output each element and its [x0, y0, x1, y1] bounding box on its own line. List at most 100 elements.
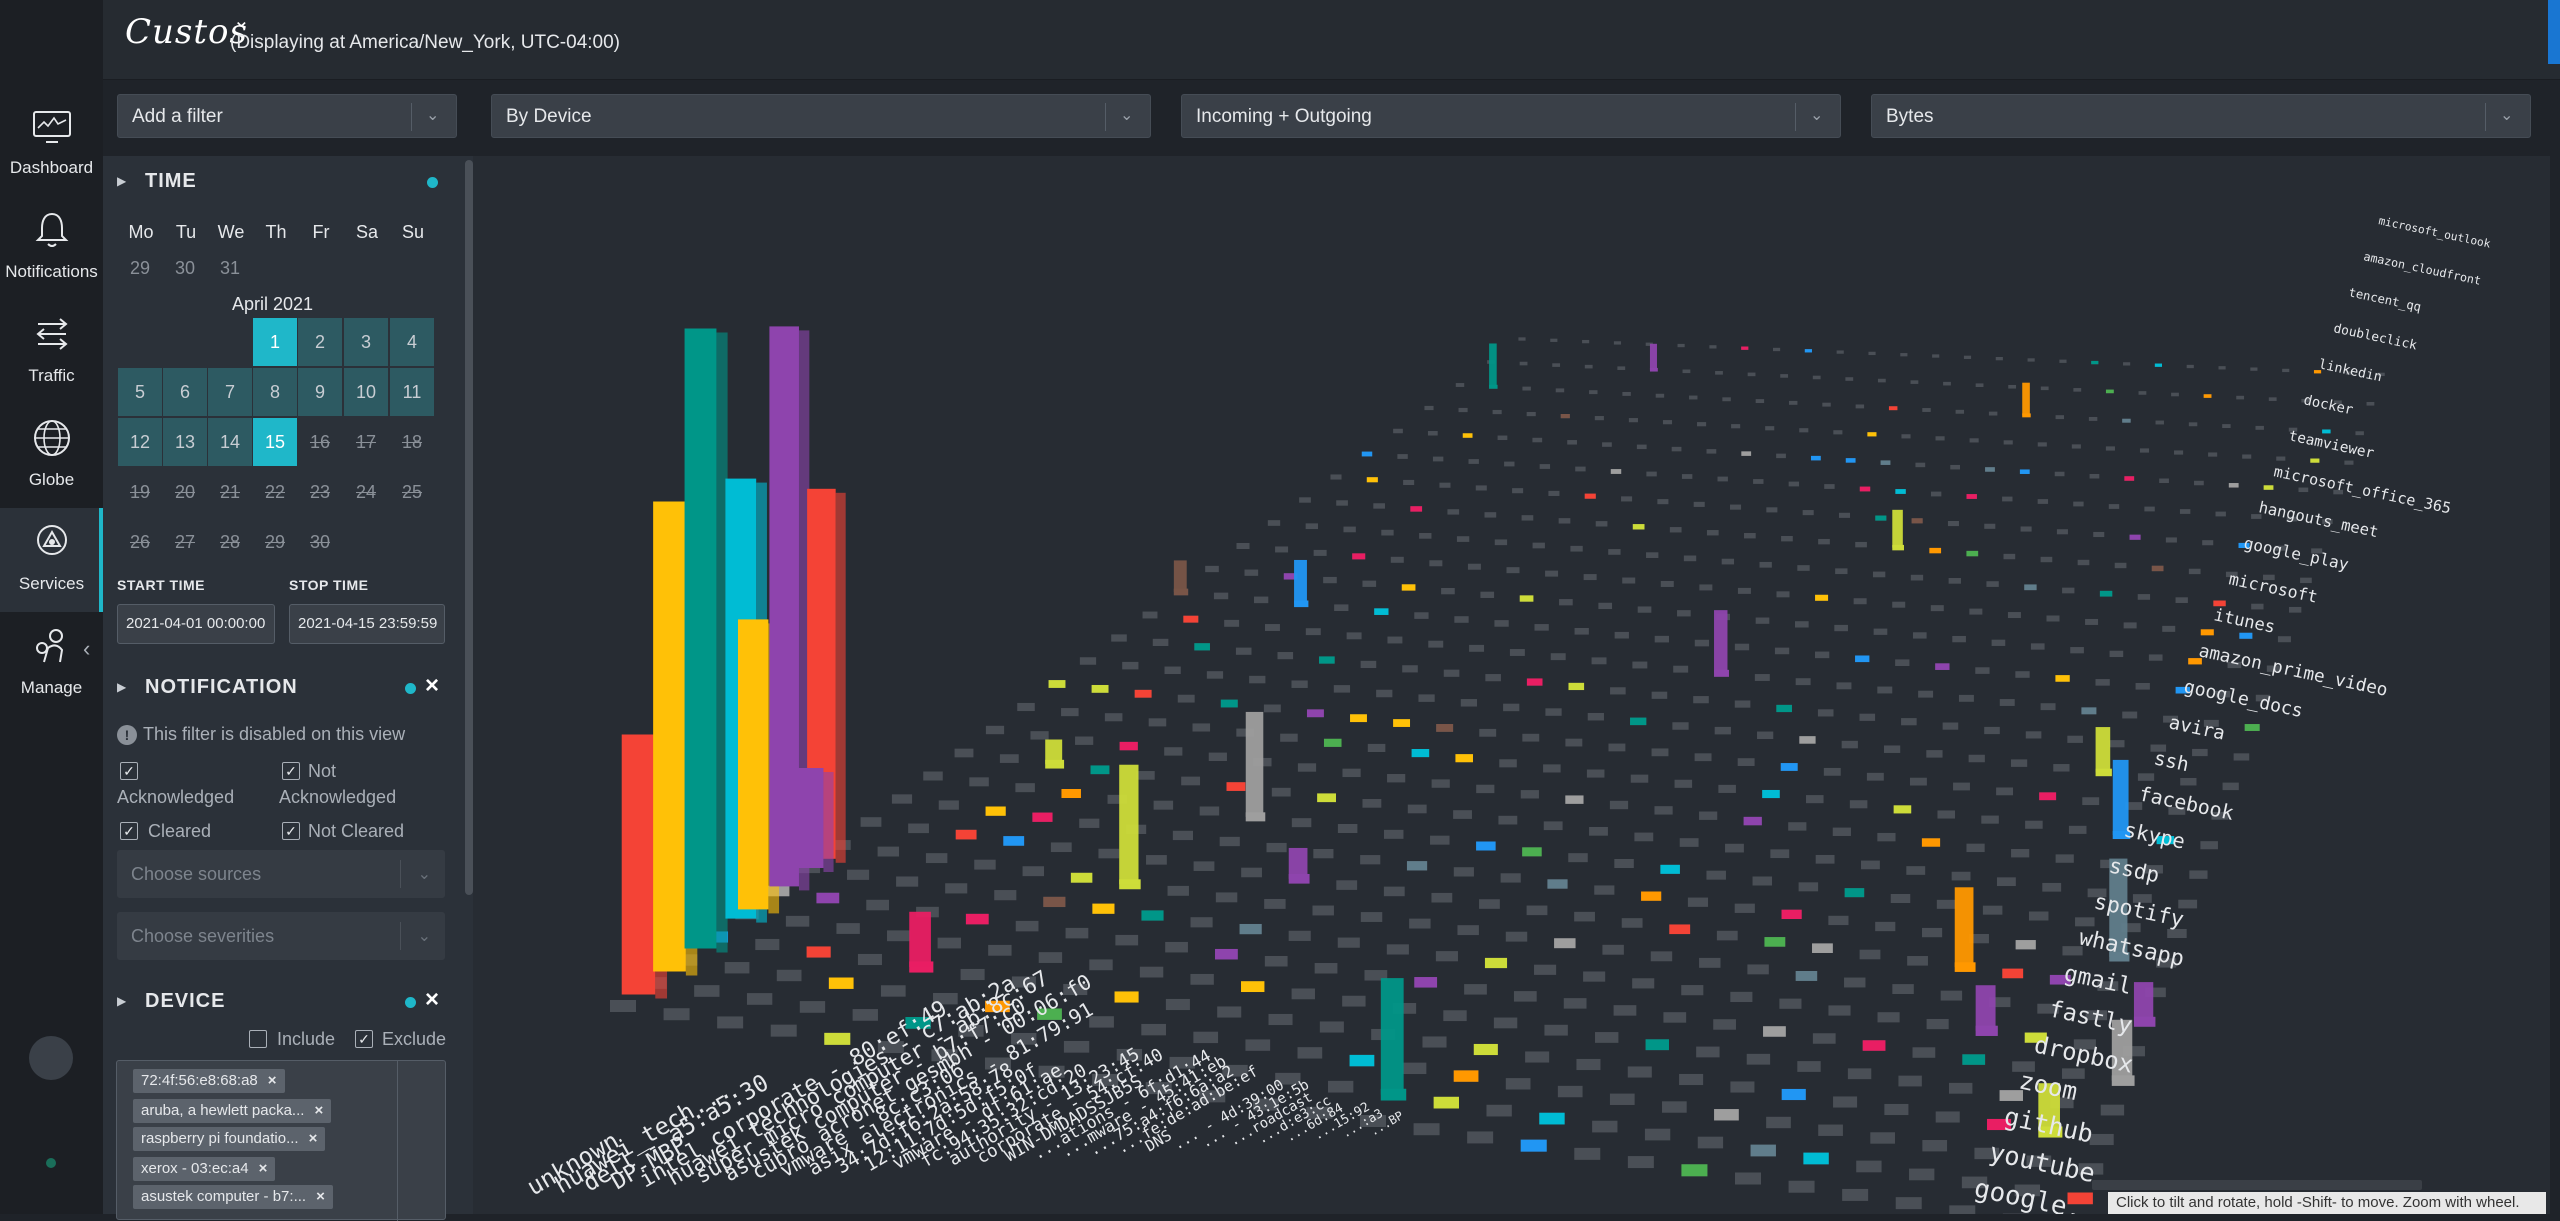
calendar-day[interactable]: 3: [344, 318, 388, 366]
traffic-cell[interactable]: [1319, 656, 1335, 663]
traffic-bar[interactable]: [1381, 978, 1404, 1095]
traffic-cell[interactable]: [1867, 432, 1876, 436]
traffic-cell[interactable]: [986, 806, 1006, 815]
traffic-cell[interactable]: [1845, 888, 1865, 897]
calendar-day[interactable]: 30: [163, 244, 207, 292]
traffic-cell[interactable]: [2016, 940, 2036, 949]
traffic-cell[interactable]: [1374, 608, 1388, 615]
traffic-bar[interactable]: [653, 502, 686, 972]
traffic-cell[interactable]: [1811, 456, 1821, 461]
calendar-day[interactable]: 21: [208, 468, 252, 516]
traffic-cell[interactable]: [1092, 904, 1114, 914]
traffic-cell[interactable]: [1527, 678, 1543, 685]
traffic-cell[interactable]: [1352, 553, 1365, 559]
traffic-cell[interactable]: [1003, 836, 1024, 846]
traffic-bar[interactable]: [1892, 510, 1903, 548]
traffic-cell[interactable]: [1215, 949, 1238, 960]
traffic-cell[interactable]: [1776, 705, 1792, 712]
traffic-cell[interactable]: [1049, 680, 1066, 688]
traffic-cell[interactable]: [2002, 969, 2023, 979]
traffic-cell[interactable]: [1744, 817, 1762, 825]
traffic-cell[interactable]: [1782, 1089, 1806, 1100]
calendar-day[interactable]: 10: [344, 368, 388, 416]
include-checkbox[interactable]: [249, 1030, 267, 1048]
traffic-cell[interactable]: [1240, 924, 1262, 934]
nav-services[interactable]: Services: [0, 508, 103, 612]
start-time-input[interactable]: 2021-04-01 00:00:00: [117, 604, 275, 644]
traffic-cell[interactable]: [1796, 971, 1817, 981]
calendar-day[interactable]: 2: [298, 318, 342, 366]
sources-select[interactable]: Choose sources ⌄: [117, 850, 445, 898]
traffic-cell[interactable]: [2020, 469, 2030, 474]
traffic-cell[interactable]: [2130, 535, 2141, 540]
traffic-bar[interactable]: [685, 329, 717, 949]
traffic-cell[interactable]: [1227, 782, 1246, 791]
traffic-cell[interactable]: [1317, 793, 1336, 802]
nav-dashboard[interactable]: Dashboard: [0, 92, 103, 196]
direction-select[interactable]: Incoming + Outgoing ⌄: [1181, 94, 1841, 138]
traffic-cell[interactable]: [1922, 838, 1940, 846]
add-filter-select[interactable]: Add a filter ⌄: [117, 94, 457, 138]
traffic-cell[interactable]: [1803, 1153, 1828, 1165]
traffic-cell[interactable]: [1967, 494, 1977, 499]
traffic-cell[interactable]: [1669, 924, 1690, 934]
traffic-cell[interactable]: [1434, 1097, 1459, 1109]
traffic-cell[interactable]: [1782, 910, 1802, 919]
traffic-cell[interactable]: [1846, 458, 1856, 463]
traffic-cell[interactable]: [1741, 451, 1751, 456]
traffic-cell[interactable]: [1115, 991, 1139, 1002]
traffic-cell[interactable]: [1660, 865, 1680, 874]
calendar-day[interactable]: 26: [118, 518, 162, 566]
traffic-bar[interactable]: [795, 768, 824, 868]
traffic-bar[interactable]: [1294, 560, 1307, 604]
remove-tag-icon[interactable]: ×: [259, 1160, 268, 1177]
traffic-cell[interactable]: [1966, 551, 1978, 556]
remove-tag-icon[interactable]: ×: [316, 1188, 325, 1205]
calendar-day[interactable]: 8: [253, 368, 297, 416]
remove-tag-icon[interactable]: ×: [314, 1102, 323, 1119]
calendar-day[interactable]: 14: [208, 418, 252, 466]
acknowledged-checkbox[interactable]: ✓: [120, 762, 138, 780]
calendar-day[interactable]: 4: [390, 318, 434, 366]
traffic-cell[interactable]: [1962, 1054, 1985, 1065]
traffic-cell[interactable]: [2100, 591, 2112, 597]
traffic-bar[interactable]: [1289, 848, 1308, 879]
traffic-cell[interactable]: [1362, 452, 1372, 457]
traffic-cell[interactable]: [2039, 792, 2056, 800]
traffic-cell[interactable]: [1714, 1109, 1739, 1120]
traffic-cell[interactable]: [2229, 483, 2239, 488]
calendar-day[interactable]: 19: [118, 468, 162, 516]
time-section-header[interactable]: ▶ TIME: [103, 160, 455, 204]
calendar-day[interactable]: 29: [118, 244, 162, 292]
calendar-day[interactable]: 29: [253, 518, 297, 566]
traffic-cell[interactable]: [1091, 765, 1110, 774]
traffic-bar[interactable]: [1955, 887, 1974, 967]
calendar-day[interactable]: 24: [344, 468, 388, 516]
traffic-cell[interactable]: [1350, 714, 1367, 722]
traffic-bar[interactable]: [2022, 383, 2030, 416]
calendar-day[interactable]: 13: [163, 418, 207, 466]
traffic-cell[interactable]: [1875, 516, 1886, 521]
calendar-day[interactable]: 30: [298, 518, 342, 566]
traffic-cell[interactable]: [1367, 477, 1378, 482]
panel-scrollbar[interactable]: [465, 160, 473, 895]
traffic-cell[interactable]: [1565, 795, 1583, 803]
device-tag-input[interactable]: 72:4f:56:e8:68:a8× aruba, a hewlett pack…: [116, 1060, 446, 1220]
traffic-bar[interactable]: [1714, 610, 1727, 673]
traffic-cell[interactable]: [2264, 485, 2274, 490]
cleared-checkbox[interactable]: ✓: [120, 822, 138, 840]
traffic-cell[interactable]: [1120, 742, 1138, 750]
calendar-day[interactable]: 1: [253, 318, 297, 366]
traffic-cell[interactable]: [1860, 487, 1870, 492]
traffic-cell[interactable]: [807, 946, 831, 957]
traffic-cell[interactable]: [1763, 1026, 1786, 1037]
traffic-cell[interactable]: [1455, 754, 1473, 762]
traffic-cell[interactable]: [1912, 518, 1923, 523]
traffic-bar[interactable]: [1246, 712, 1264, 817]
nav-traffic[interactable]: Traffic: [0, 300, 103, 404]
traffic-cell[interactable]: [1436, 724, 1453, 732]
traffic-bar[interactable]: [1650, 344, 1657, 370]
traffic-cell[interactable]: [1762, 790, 1780, 798]
traffic-cell[interactable]: [1092, 685, 1109, 693]
